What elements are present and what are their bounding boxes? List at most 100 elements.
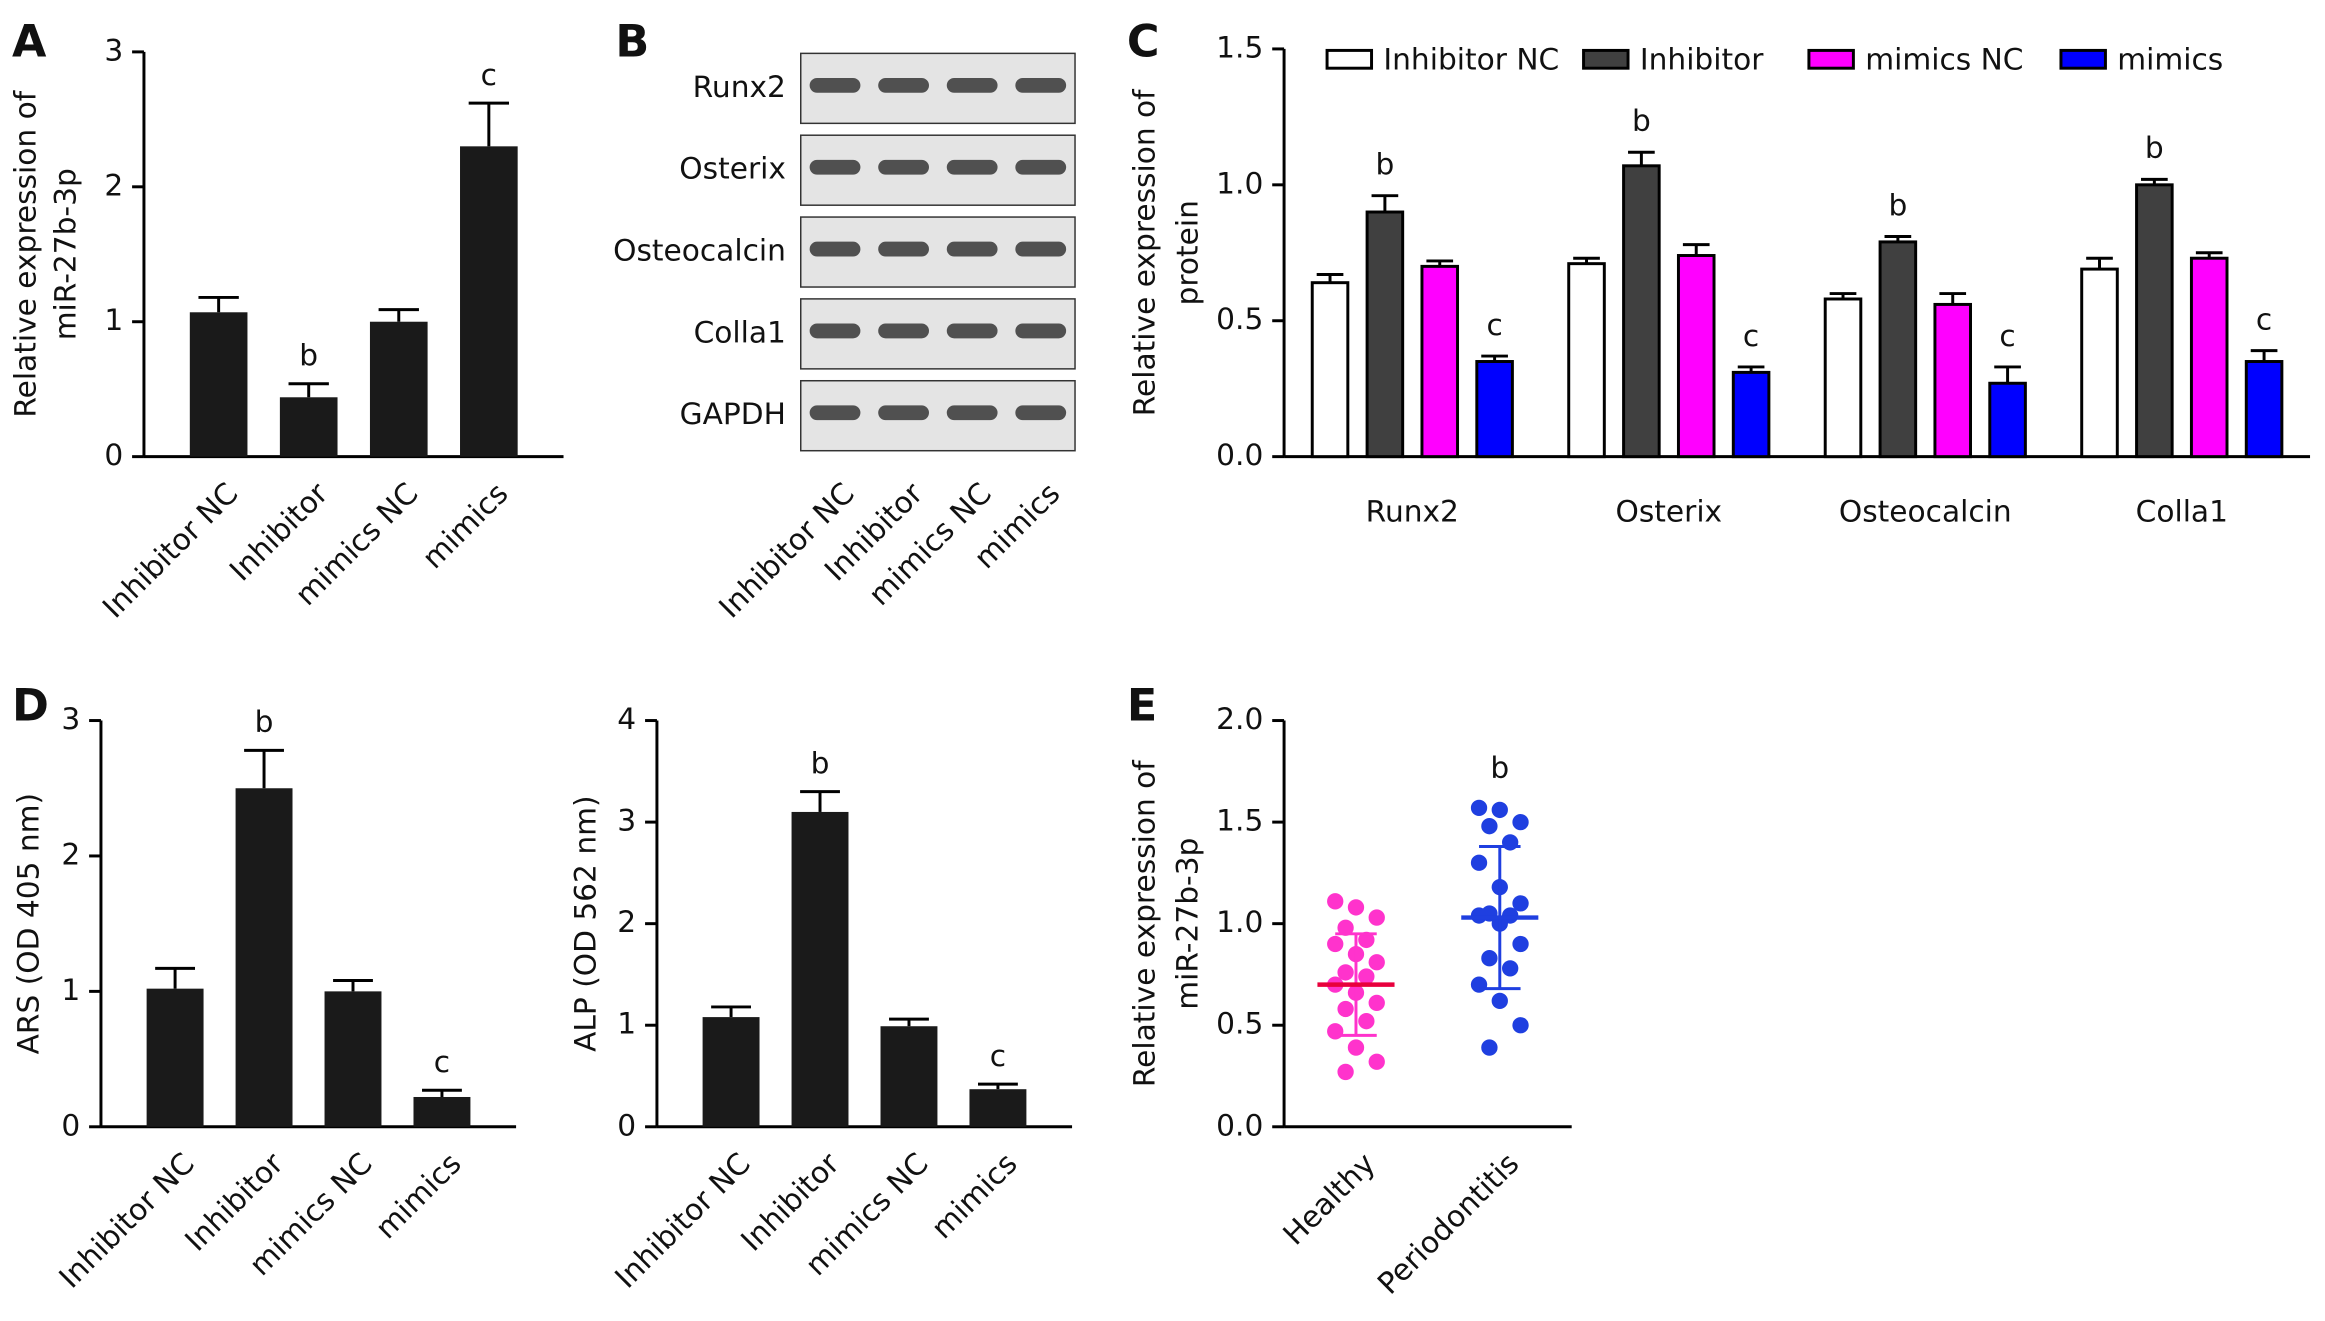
bar [702, 1017, 760, 1127]
significance-label: b [299, 338, 318, 373]
data-point [1358, 1013, 1375, 1030]
row-label: Colla1 [694, 314, 786, 349]
blot-band [1015, 241, 1067, 257]
bar [1420, 264, 1460, 459]
y-tick-label: 1.5 [1216, 803, 1263, 838]
data-point [1470, 976, 1488, 993]
data-point [1481, 1039, 1498, 1056]
bar [460, 146, 518, 457]
significance-label: c [1486, 307, 1502, 342]
x-tick-label: Runx2 [1366, 493, 1459, 528]
data-point [1337, 919, 1354, 936]
data-point [1368, 994, 1385, 1012]
bar [2135, 183, 2174, 459]
significance-label: c [481, 57, 497, 92]
bar [413, 1096, 471, 1127]
bar [2189, 256, 2229, 459]
significance-label: b [1888, 187, 1907, 222]
y-tick-label: 2 [617, 904, 636, 939]
y-tick-label: 1.0 [1216, 904, 1263, 939]
legend-label: Inhibitor [1640, 41, 1764, 76]
data-point [1347, 1039, 1365, 1056]
data-point [1491, 992, 1508, 1010]
panel-letter: B [615, 16, 649, 67]
data-point [1502, 834, 1519, 851]
blot-band [878, 77, 929, 93]
panel-letter: E [1127, 681, 1157, 732]
bar [1988, 381, 2027, 459]
data-point [1358, 931, 1375, 949]
data-point [1337, 1000, 1354, 1018]
blot-band [809, 159, 861, 175]
bar [1622, 164, 1661, 459]
bar [2080, 267, 2119, 459]
y-tick-label: 1 [61, 972, 80, 1007]
panel-letter: D [12, 681, 49, 732]
bar [324, 991, 382, 1127]
blot-band [809, 323, 861, 339]
blot-band [809, 77, 861, 93]
data-point [1470, 799, 1488, 817]
y-axis-label: Relative expression of [1127, 89, 1162, 416]
bar [369, 321, 428, 457]
bar [146, 988, 204, 1127]
row-label: Runx2 [693, 69, 786, 104]
bar [1567, 262, 1606, 459]
y-tick-label: 2 [104, 167, 123, 202]
y-tick-label: 1 [617, 1006, 636, 1041]
data-point [1470, 854, 1488, 871]
bar [1823, 297, 1863, 459]
blot-band [946, 323, 998, 339]
y-tick-label: 2.0 [1216, 701, 1263, 736]
row-label: Osteocalcin [613, 233, 786, 268]
bar [1676, 254, 1716, 459]
bar [2244, 360, 2284, 459]
significance-label: b [1632, 103, 1651, 138]
legend-swatch [2059, 48, 2107, 70]
x-tick-label: mimics [924, 1146, 1024, 1246]
y-tick-label: 3 [617, 803, 636, 838]
data-point [1368, 954, 1385, 971]
y-axis-label: miR-27b-3p [1170, 838, 1205, 1010]
data-point [1337, 964, 1354, 981]
significance-label: b [2145, 130, 2164, 165]
bar [1878, 240, 1918, 459]
blot-band [946, 405, 998, 421]
bar [969, 1089, 1027, 1127]
bar [1731, 370, 1771, 459]
data-point [1481, 818, 1498, 835]
bar [1310, 281, 1350, 459]
data-point [1327, 935, 1344, 953]
data-point [1368, 909, 1385, 926]
bar [791, 811, 849, 1127]
y-tick-label: 0.5 [1216, 301, 1263, 336]
y-tick-label: 4 [617, 701, 636, 736]
y-axis-label: protein [1170, 200, 1205, 305]
legend-label: mimics [2117, 41, 2223, 76]
y-axis-label: Relative expression of [7, 90, 42, 417]
y-tick-label: 0 [104, 437, 123, 472]
y-tick-label: 0.5 [1216, 1006, 1263, 1041]
data-point [1512, 813, 1529, 831]
legend-label: Inhibitor NC [1383, 41, 1559, 76]
bar [279, 397, 338, 457]
y-axis-label: ALP (OD 562 nm) [568, 795, 603, 1051]
y-tick-label: 1.0 [1216, 165, 1263, 200]
legend-label: mimics NC [1865, 41, 2023, 76]
y-tick-label: 2 [61, 836, 80, 871]
data-point [1491, 801, 1508, 819]
significance-label: b [811, 745, 830, 780]
y-tick-label: 3 [61, 701, 80, 736]
legend-swatch [1582, 48, 1630, 70]
blot-band [878, 405, 929, 421]
y-tick-label: 1.5 [1216, 29, 1263, 64]
bar [189, 312, 248, 457]
y-tick-label: 0 [61, 1107, 80, 1142]
data-point [1502, 960, 1519, 977]
y-axis-label: miR-27b-3p [47, 168, 82, 340]
bar [1365, 210, 1405, 459]
blot-band [1015, 323, 1067, 339]
panel-letter: C [1127, 16, 1160, 67]
significance-label: b [1490, 750, 1509, 785]
